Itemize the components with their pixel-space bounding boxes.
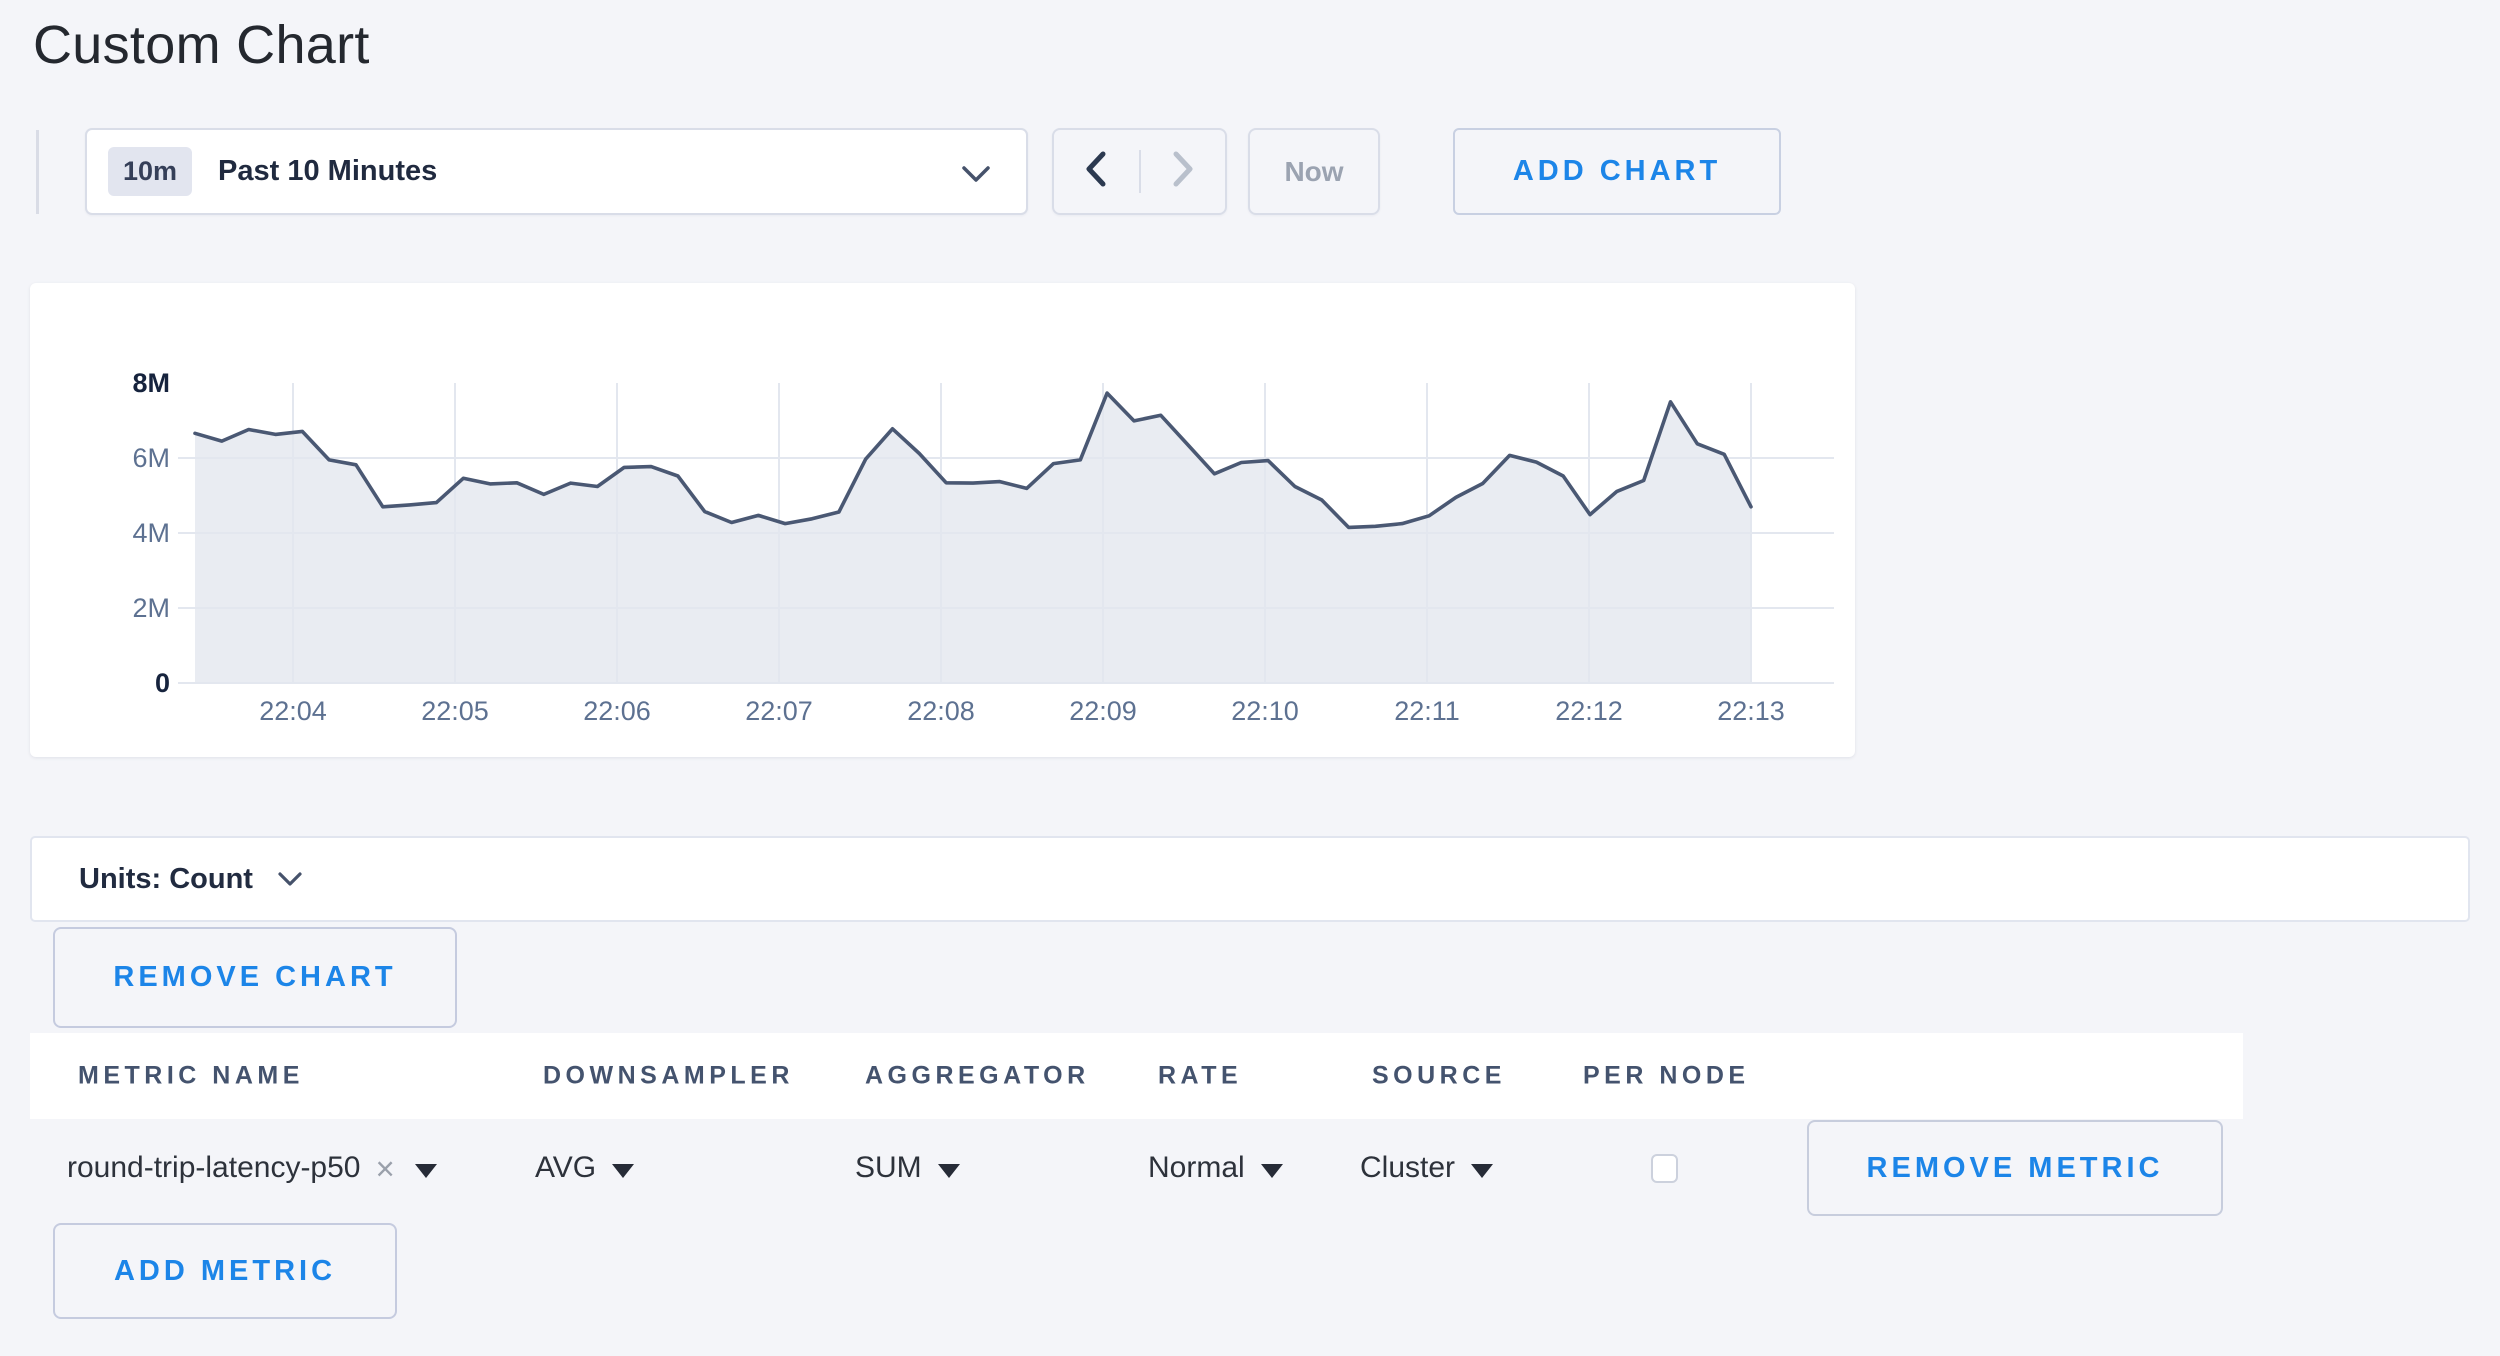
- source-value: Cluster: [1360, 1151, 1456, 1184]
- metric-name-dropdown[interactable]: round-trip-latency-p50 ×: [67, 1140, 437, 1196]
- chart-svg: 0 2M 4M 6M 8M 22:04 22:05 22:06 22:07 22:08 22:09 2…: [132, 368, 1834, 726]
- downsampler-value: AVG: [535, 1151, 597, 1184]
- svg-text:22:04: 22:04: [259, 696, 327, 726]
- metrics-table-header: METRIC NAME DOWNSAMPLER AGGREGATOR RATE …: [30, 1033, 2243, 1119]
- remove-chart-label: REMOVE CHART: [113, 961, 397, 993]
- caret-down-icon: [1471, 1163, 1494, 1178]
- svg-text:22:13: 22:13: [1717, 696, 1785, 726]
- aggregator-value: SUM: [855, 1151, 922, 1184]
- time-back-button[interactable]: [1054, 150, 1139, 193]
- column-header-per-node: PER NODE: [1583, 1061, 1750, 1090]
- column-header-rate: RATE: [1158, 1061, 1243, 1090]
- caret-down-icon: [612, 1163, 635, 1178]
- downsampler-dropdown[interactable]: AVG: [535, 1140, 635, 1196]
- now-button-label: Now: [1284, 155, 1344, 187]
- svg-text:0: 0: [155, 668, 170, 698]
- now-button[interactable]: Now: [1248, 128, 1380, 215]
- time-scale-badge: 10m: [108, 147, 193, 196]
- svg-text:6M: 6M: [132, 443, 170, 473]
- column-header-metric-name: METRIC NAME: [78, 1061, 304, 1090]
- rate-value: Normal: [1148, 1151, 1245, 1184]
- svg-text:22:06: 22:06: [583, 696, 651, 726]
- toolbar-divider: [36, 130, 39, 214]
- svg-text:22:10: 22:10: [1231, 696, 1299, 726]
- svg-text:4M: 4M: [132, 518, 170, 548]
- time-nav: [1052, 128, 1227, 215]
- units-label: Units: Count: [79, 862, 253, 895]
- clear-metric-icon[interactable]: ×: [375, 1149, 395, 1187]
- remove-metric-label: REMOVE METRIC: [1866, 1151, 2164, 1184]
- time-forward-button[interactable]: [1138, 150, 1226, 193]
- add-metric-button[interactable]: ADD METRIC: [53, 1223, 397, 1319]
- chevron-left-icon: [1083, 150, 1109, 193]
- metric-name-value: round-trip-latency-p50: [67, 1151, 361, 1184]
- caret-down-icon: [937, 1163, 960, 1178]
- svg-text:22:12: 22:12: [1555, 696, 1623, 726]
- units-select[interactable]: Units: Count: [30, 836, 2470, 922]
- svg-text:22:07: 22:07: [745, 696, 813, 726]
- time-range-select[interactable]: 10m Past 10 Minutes: [85, 128, 1028, 215]
- caret-down-icon: [1260, 1163, 1283, 1178]
- add-metric-label: ADD METRIC: [113, 1254, 337, 1287]
- column-header-downsampler: DOWNSAMPLER: [543, 1061, 794, 1090]
- column-header-source: SOURCE: [1372, 1061, 1506, 1090]
- column-header-aggregator: AGGREGATOR: [865, 1061, 1090, 1090]
- source-dropdown[interactable]: Cluster: [1360, 1140, 1494, 1196]
- chevron-down-icon: [277, 871, 303, 892]
- page-title: Custom Chart: [33, 15, 370, 75]
- svg-text:22:05: 22:05: [421, 696, 489, 726]
- remove-chart-button[interactable]: REMOVE CHART: [53, 927, 457, 1028]
- svg-text:8M: 8M: [132, 368, 170, 398]
- add-chart-button[interactable]: ADD CHART: [1453, 128, 1781, 215]
- aggregator-dropdown[interactable]: SUM: [855, 1140, 960, 1196]
- chart-card: 0 2M 4M 6M 8M 22:04 22:05 22:06 22:07 22:08 22:09 2…: [30, 283, 1855, 757]
- chevron-down-icon: [960, 164, 992, 189]
- chevron-right-icon: [1170, 150, 1196, 193]
- remove-metric-button[interactable]: REMOVE METRIC: [1807, 1120, 2223, 1216]
- add-chart-label: ADD CHART: [1512, 155, 1722, 187]
- per-node-checkbox[interactable]: [1651, 1154, 1678, 1183]
- rate-dropdown[interactable]: Normal: [1148, 1140, 1283, 1196]
- caret-down-icon: [414, 1163, 437, 1178]
- time-scale-label: Past 10 Minutes: [218, 155, 438, 187]
- svg-text:2M: 2M: [132, 593, 170, 623]
- svg-text:22:09: 22:09: [1069, 696, 1137, 726]
- svg-text:22:08: 22:08: [907, 696, 975, 726]
- svg-text:22:11: 22:11: [1394, 696, 1460, 726]
